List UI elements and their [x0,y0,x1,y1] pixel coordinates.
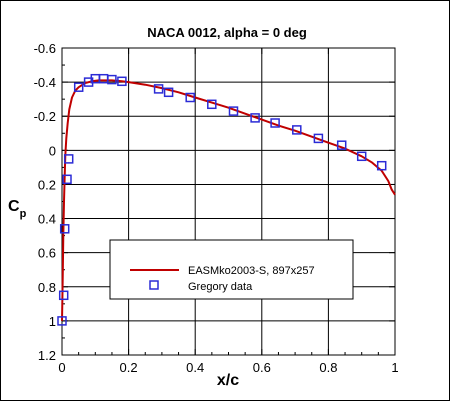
data-point-gregory [292,125,302,135]
series-line-easmko2003 [61,79,396,321]
data-point-gregory [336,140,347,150]
x-tick-label: 1 [391,360,398,375]
data-point-gregory [207,99,217,110]
legend-label-gregory: Gregory data [188,281,253,293]
data-point-gregory [117,76,127,87]
x-tick-label: 0.6 [253,360,271,375]
data-point-gregory [153,84,164,94]
data-point-gregory [57,316,67,326]
data-point-gregory [270,118,280,128]
y-tick-label: 0.4 [38,212,56,227]
y-tick-label: 0 [49,143,56,158]
data-point-gregory [313,133,324,144]
y-axis-label: Cp [8,198,27,220]
chart-title: NACA 0012, alpha = 0 deg [147,25,307,40]
data-point-gregory [59,224,70,234]
series-layer [57,73,396,326]
data-point-gregory [228,106,239,116]
y-tick-label: 0.6 [38,246,56,261]
y-tick-label: 1 [49,314,56,329]
legend: EASMko2003-S, 897x257 Gregory data [109,239,354,300]
y-tick-label: 0.8 [38,280,56,295]
data-point-gregory [356,151,367,162]
data-point-gregory [107,74,117,85]
legend-marker-swatch [149,280,159,290]
x-tick-label: 0.2 [120,360,138,375]
x-tick-label: 0 [58,360,65,375]
x-tick-label: 0.4 [186,360,204,375]
legend-label-easm: EASMko2003-S, 897x257 [188,265,315,277]
data-point-gregory [58,290,69,301]
y-tick-label: -0.4 [34,75,56,90]
data-point-gregory [185,92,195,103]
y-tick-labels: -0.6 -0.4 -0.2 0 0.2 0.4 0.6 0.8 1 1.2 [34,41,56,363]
data-point-gregory [73,82,84,92]
y-tick-label: -0.2 [34,109,56,124]
y-axis-label-sub: p [20,208,27,220]
data-point-gregory [376,160,387,171]
y-axis-label-main: C [8,198,20,215]
y-tick-label: 1.2 [38,348,56,363]
x-axis-label: x/c [217,372,239,389]
y-tick-label: -0.6 [34,41,56,56]
x-tick-label: 0.8 [319,360,337,375]
data-point-gregory [163,87,174,98]
x-tick-labels: 0 0.2 0.4 0.6 0.8 1 [58,360,398,375]
data-point-gregory [62,174,72,185]
data-point-gregory [63,154,74,164]
data-point-gregory [250,113,260,123]
y-tick-label: 0.2 [38,177,56,192]
